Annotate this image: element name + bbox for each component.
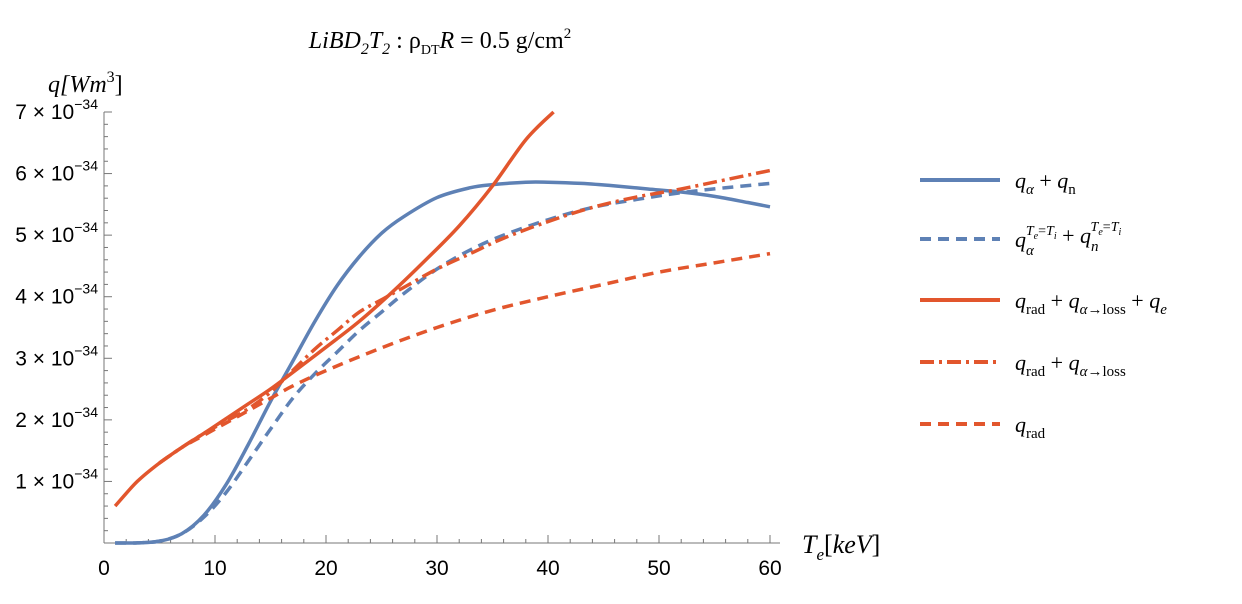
y-tick-label: 1 × 10−34 [15,465,98,493]
axis-tick-labels: 0 10 20 30 40 50 60 1 × 10−34 2 × 10−34 3 × 10−34… [15,96,781,580]
chart-title: LiBD2T2 : ρDTR = 0.5 g/cm2 [308,26,571,58]
series-line-3 [158,168,771,465]
x-axis-label: Te[keV] [802,530,880,564]
legend-label-q-alpha-plus-qn: qα + qn [1015,168,1076,198]
series-line-0 [115,180,771,545]
plot-area [113,110,771,545]
y-axis-label: q[Wm3] [48,69,123,98]
y-tick-label: 7 × 10−34 [15,96,98,124]
legend-label-qrad-alpha-loss: qrad + qα→loss [1015,350,1126,380]
y-tick-label: 4 × 10−34 [15,281,98,309]
x-tick-label: 40 [536,557,559,580]
axis-ticks [103,111,771,544]
series-line-1 [115,181,771,545]
y-tick-label: 3 × 10−34 [15,342,98,370]
x-tick-label: 60 [758,557,781,580]
legend: qα + qn qαTe=Ti + qnTe=Ti qrad + qα→loss… [920,168,1167,442]
x-tick-label: 50 [647,557,670,580]
y-tick-label: 6 × 10−34 [15,158,98,186]
x-tick-label: 20 [314,557,337,580]
y-tick-label: 5 × 10−34 [15,219,98,247]
x-tick-label: 10 [203,557,226,580]
x-tick-label: 0 [98,557,110,580]
legend-label-qrad: qrad [1015,412,1046,442]
y-tick-label: 2 × 10−34 [15,404,98,432]
legend-label-q-alpha-te-ti: qαTe=Ti + qnTe=Ti [1015,220,1121,259]
series-line-4 [158,251,771,465]
legend-label-qrad-alpha-loss-qe: qrad + qα→loss + qe [1015,288,1167,318]
x-tick-label: 30 [425,557,448,580]
series-lines [113,110,771,545]
